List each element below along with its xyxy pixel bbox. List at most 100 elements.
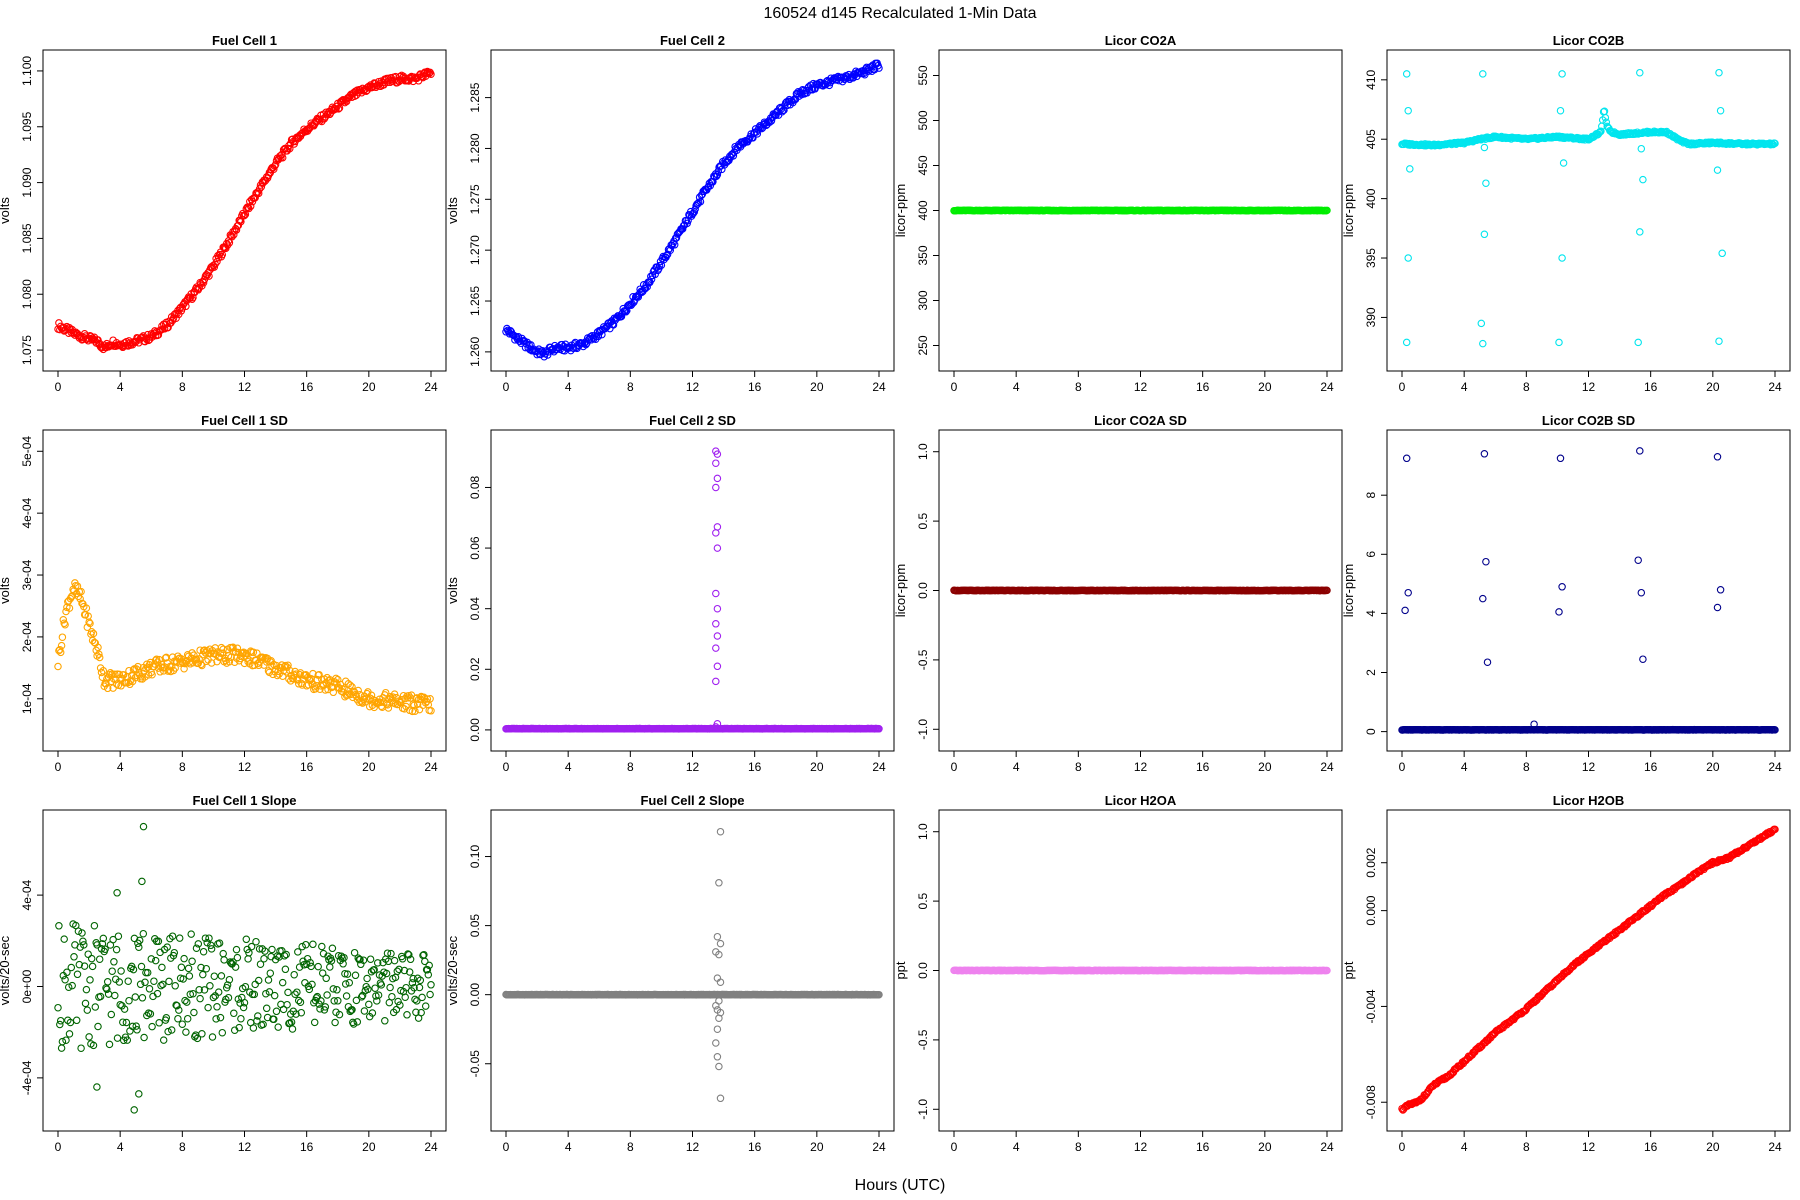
outlier-point (712, 677, 720, 686)
data-point (1597, 127, 1605, 136)
x-tick-label: 0 (55, 380, 62, 394)
data-point (211, 992, 219, 1000)
x-tick-label: 16 (1196, 380, 1210, 394)
data-point (411, 995, 419, 1004)
data-point (181, 996, 189, 1005)
data-point (219, 949, 227, 958)
y-tick-label: -0.5 (916, 1029, 930, 1050)
x-tick-label: 8 (179, 1140, 186, 1154)
y-tick-label: 3e-04 (20, 559, 34, 590)
data-point (217, 972, 226, 980)
y-tick-label: 0.04 (468, 597, 482, 621)
x-tick-label: 12 (238, 380, 252, 394)
outlier-point (1404, 588, 1412, 597)
data-point (70, 953, 78, 961)
x-tick-label: 4 (565, 760, 572, 774)
y-tick-label: 0.0 (916, 582, 930, 599)
outlier-point (130, 1106, 138, 1114)
x-tick-label: 4 (117, 1140, 124, 1154)
x-tick-label: 20 (810, 1140, 824, 1154)
y-tick-label: 0.5 (916, 892, 930, 909)
data-point (666, 246, 675, 254)
data-point (285, 141, 293, 150)
data-point (54, 662, 62, 671)
data-point (286, 144, 294, 153)
outlier-point (1482, 179, 1490, 187)
panel-title: Licor CO2B SD (1542, 413, 1635, 428)
data-point (85, 1033, 93, 1041)
data-point (112, 945, 121, 954)
outlier-point (713, 1025, 722, 1033)
data-point (111, 991, 119, 1000)
data-point (178, 1020, 187, 1028)
y-tick-label: 0.0 (916, 962, 930, 979)
data-point (237, 1014, 245, 1023)
data-point (365, 1000, 373, 1009)
data-point (151, 656, 160, 665)
data-point (366, 955, 375, 963)
x-tick-label: 4 (1461, 760, 1468, 774)
y-axis-label: volts/20-sec (445, 935, 460, 1005)
data-point (107, 1010, 116, 1019)
x-tick-label: 0 (951, 380, 958, 394)
y-tick-label: 410 (1364, 69, 1378, 89)
panel-title: Licor CO2A (1105, 33, 1177, 48)
data-point (767, 117, 776, 125)
data-point (143, 660, 151, 669)
data-point (90, 921, 99, 930)
y-tick-label: -0.5 (916, 649, 930, 670)
y-tick-label: 400 (916, 200, 930, 220)
x-tick-label: 0 (55, 1140, 62, 1154)
y-axis-label: licor-ppm (1341, 184, 1356, 237)
plot-frame (1386, 429, 1791, 752)
data-point (189, 293, 197, 302)
outlier-point (1556, 106, 1565, 115)
outlier-point (1559, 159, 1568, 167)
data-point (77, 1044, 85, 1052)
panel-title: Fuel Cell 1 Slope (192, 793, 296, 808)
x-tick-label: 24 (872, 760, 886, 774)
data-point (95, 955, 104, 963)
data-point (390, 956, 399, 965)
outlier-point (1479, 594, 1487, 603)
data-point (174, 1014, 182, 1023)
data-point (290, 970, 298, 979)
x-tick-label: 16 (748, 1140, 762, 1154)
data-point (594, 332, 603, 341)
data-point (155, 1019, 163, 1027)
outlier-point (1558, 70, 1566, 78)
x-tick-label: 12 (1134, 380, 1148, 394)
data-point (254, 976, 263, 985)
data-point (346, 681, 354, 690)
data-point (267, 952, 275, 961)
data-point (251, 980, 259, 989)
data-point (99, 666, 108, 675)
data-point (73, 970, 82, 979)
outlier-point (1480, 143, 1489, 152)
y-axis-label: licor-ppm (1341, 564, 1356, 617)
data-point (426, 990, 434, 999)
y-tick-label: 0.05 (468, 914, 482, 938)
x-tick-label: 24 (1320, 760, 1334, 774)
outlier-point (1718, 249, 1726, 258)
y-tick-label: -4e-04 (20, 1060, 34, 1095)
data-point (54, 1003, 62, 1012)
data-point (504, 326, 512, 335)
data-point (241, 210, 250, 219)
x-tick-label: 0 (503, 760, 510, 774)
outlier-point (712, 1039, 720, 1047)
outlier-point (713, 474, 722, 483)
data-point (371, 984, 379, 992)
data-point (322, 974, 330, 983)
data-point (61, 975, 69, 984)
data-point (185, 972, 194, 980)
y-tick-label: 4e-04 (20, 879, 34, 910)
data-point (314, 962, 322, 971)
data-point (240, 211, 249, 220)
data-point (57, 641, 66, 650)
data-point (1323, 206, 1331, 215)
